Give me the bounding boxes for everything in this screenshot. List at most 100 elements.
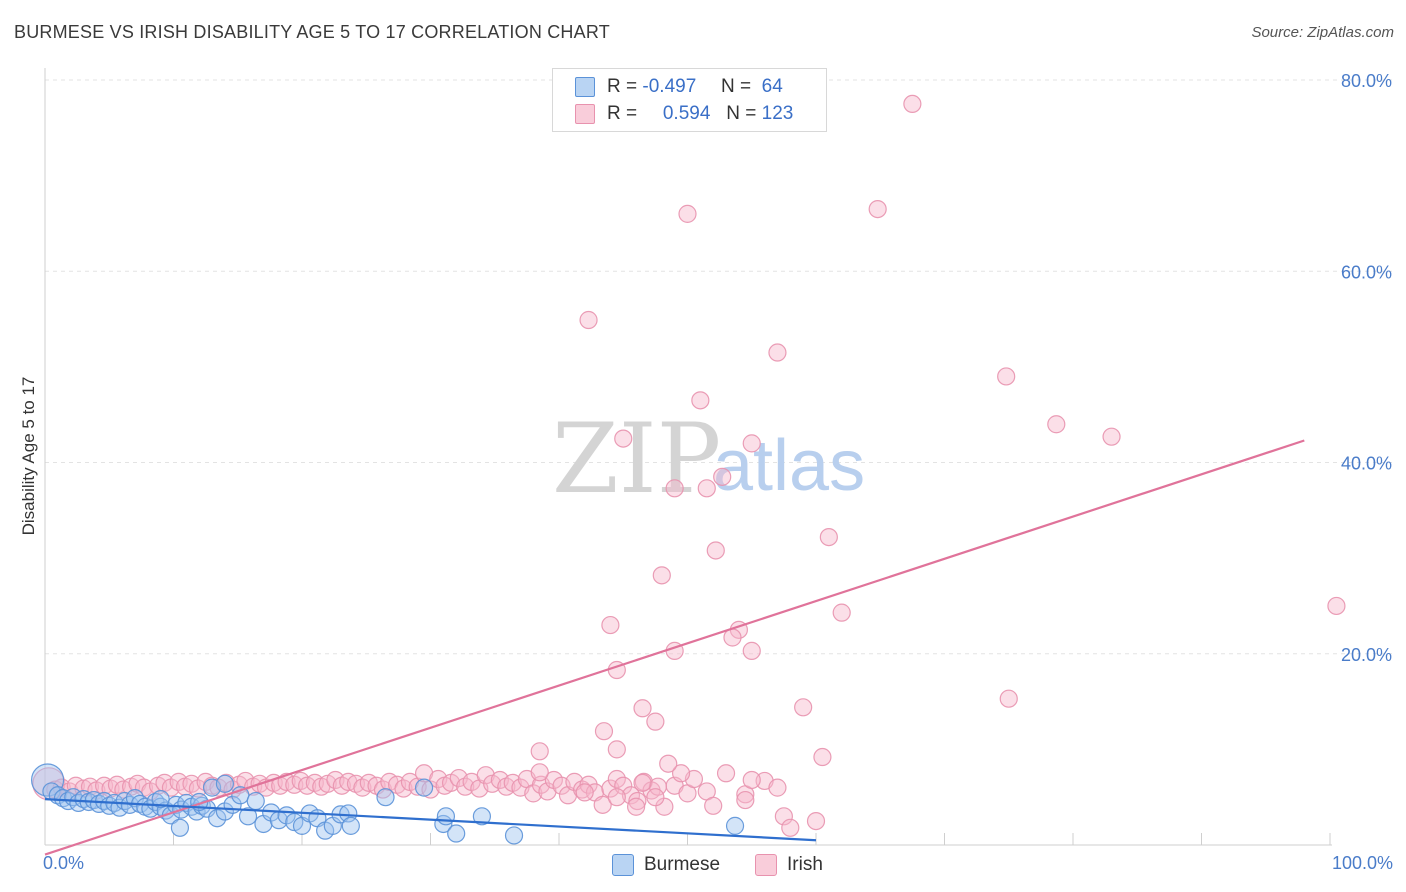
irish-point	[997, 367, 1016, 386]
irish-point	[633, 773, 652, 792]
burmese-point	[436, 807, 456, 826]
irish-point	[704, 796, 723, 815]
bottom-legend-burmese[interactable]: Burmese	[612, 852, 720, 878]
irish-point	[607, 769, 626, 789]
legend-n-label: N =	[726, 103, 757, 124]
irish-point	[607, 788, 626, 807]
irish-point	[742, 641, 761, 660]
burmese-point	[504, 826, 524, 845]
irish-point	[614, 776, 633, 795]
watermark-atlas: atlas	[713, 426, 865, 506]
bottom-legend-irish[interactable]: Irish	[755, 852, 823, 878]
irish-point	[671, 764, 691, 783]
legend-r-label: R =	[607, 103, 638, 124]
burmese-point	[151, 789, 170, 809]
tick-labels: 20.0% 40.0% 60.0% 80.0% 0.0% 100.0%	[43, 71, 1393, 873]
burmese-trend-line	[44, 798, 817, 842]
irish-point	[659, 754, 678, 773]
burmese-point	[246, 791, 265, 811]
irish-point	[1102, 427, 1121, 446]
y-tick-label: 20.0%	[1341, 645, 1392, 665]
watermark: ZIP atlas	[552, 403, 865, 515]
x-tick-label: 0.0%	[43, 853, 84, 873]
burmese-point	[215, 774, 234, 793]
irish-point	[646, 712, 665, 731]
irish-point	[614, 429, 633, 448]
irish-point	[593, 795, 612, 814]
legend-n-label: N =	[720, 76, 752, 97]
irish-point	[665, 479, 684, 498]
burmese-point	[30, 763, 65, 797]
irish-point	[903, 94, 922, 114]
watermark-zip: ZIP	[552, 403, 721, 515]
irish-point	[868, 199, 887, 219]
irish-point	[742, 434, 761, 453]
irish-point	[768, 343, 787, 362]
y-tick-label: 60.0%	[1341, 262, 1392, 282]
burmese-point	[341, 816, 360, 835]
axes	[44, 68, 1332, 846]
irish-point	[716, 764, 736, 783]
irish-point	[781, 818, 800, 837]
burmese-point	[170, 818, 190, 837]
irish-point	[652, 566, 671, 585]
irish-point	[646, 788, 665, 807]
correlation-legend: R = -0.497 N = 64 R = 0.594 N = 123	[552, 68, 827, 132]
burmese-point	[472, 807, 491, 826]
x-tick-label: 100.0%	[1332, 853, 1393, 873]
irish-point	[819, 527, 838, 547]
source-label: Source: ZipAtlas.com	[1251, 24, 1394, 41]
irish-point	[813, 747, 832, 767]
irish-point	[736, 790, 755, 810]
legend-row-burmese: R = -0.497 N = 64	[575, 74, 783, 100]
irish-point	[579, 310, 598, 330]
irish-point	[394, 779, 413, 798]
irish-point	[806, 811, 826, 831]
irish-point	[742, 770, 761, 790]
irish-point	[999, 689, 1018, 708]
irish-point	[1327, 596, 1346, 616]
chart-title: BURMESE VS IRISH DISABILITY AGE 5 TO 17 …	[14, 22, 610, 42]
irish-point	[832, 603, 851, 622]
y-tick-label: 40.0%	[1341, 454, 1392, 474]
irish-point	[575, 783, 594, 802]
irish-point	[626, 797, 646, 816]
burmese-point	[414, 778, 434, 797]
irish-point	[691, 391, 710, 410]
irish-point	[794, 698, 813, 717]
burmese-points	[30, 763, 745, 845]
irish-point	[607, 740, 626, 759]
y-axis-title: Disability Age 5 to 17	[19, 377, 38, 536]
legend-n-value: 123	[761, 103, 794, 124]
burmese-point	[238, 807, 258, 826]
burmese-swatch	[575, 77, 595, 97]
irish-point	[594, 722, 614, 741]
burmese-point	[447, 824, 466, 843]
irish-swatch	[575, 104, 595, 124]
irish-point	[628, 791, 647, 811]
irish-trend-line	[44, 439, 1305, 856]
irish-point	[768, 778, 787, 797]
legend-row-irish: R = 0.594 N = 123	[575, 101, 793, 127]
irish-point	[530, 763, 549, 782]
burmese-point	[376, 788, 395, 807]
grid-lines	[45, 79, 1392, 655]
irish-point	[706, 541, 725, 560]
irish-point	[601, 615, 620, 635]
trend-lines	[44, 439, 1305, 856]
burmese-legend-swatch	[612, 854, 634, 876]
irish-point	[774, 807, 793, 826]
irish-point	[678, 204, 697, 223]
legend-r-value: 0.594	[662, 103, 711, 124]
legend-r-label: R =	[607, 76, 638, 97]
irish-legend-swatch	[755, 854, 777, 876]
legend-n-value: 64	[761, 76, 783, 97]
irish-point	[697, 479, 716, 498]
irish-points	[32, 94, 1346, 837]
y-tick-label: 80.0%	[1341, 71, 1392, 91]
irish-legend-label: Irish	[787, 854, 823, 875]
burmese-point	[725, 816, 745, 835]
irish-point	[713, 467, 732, 486]
legend-r-value: -0.497	[642, 76, 697, 97]
